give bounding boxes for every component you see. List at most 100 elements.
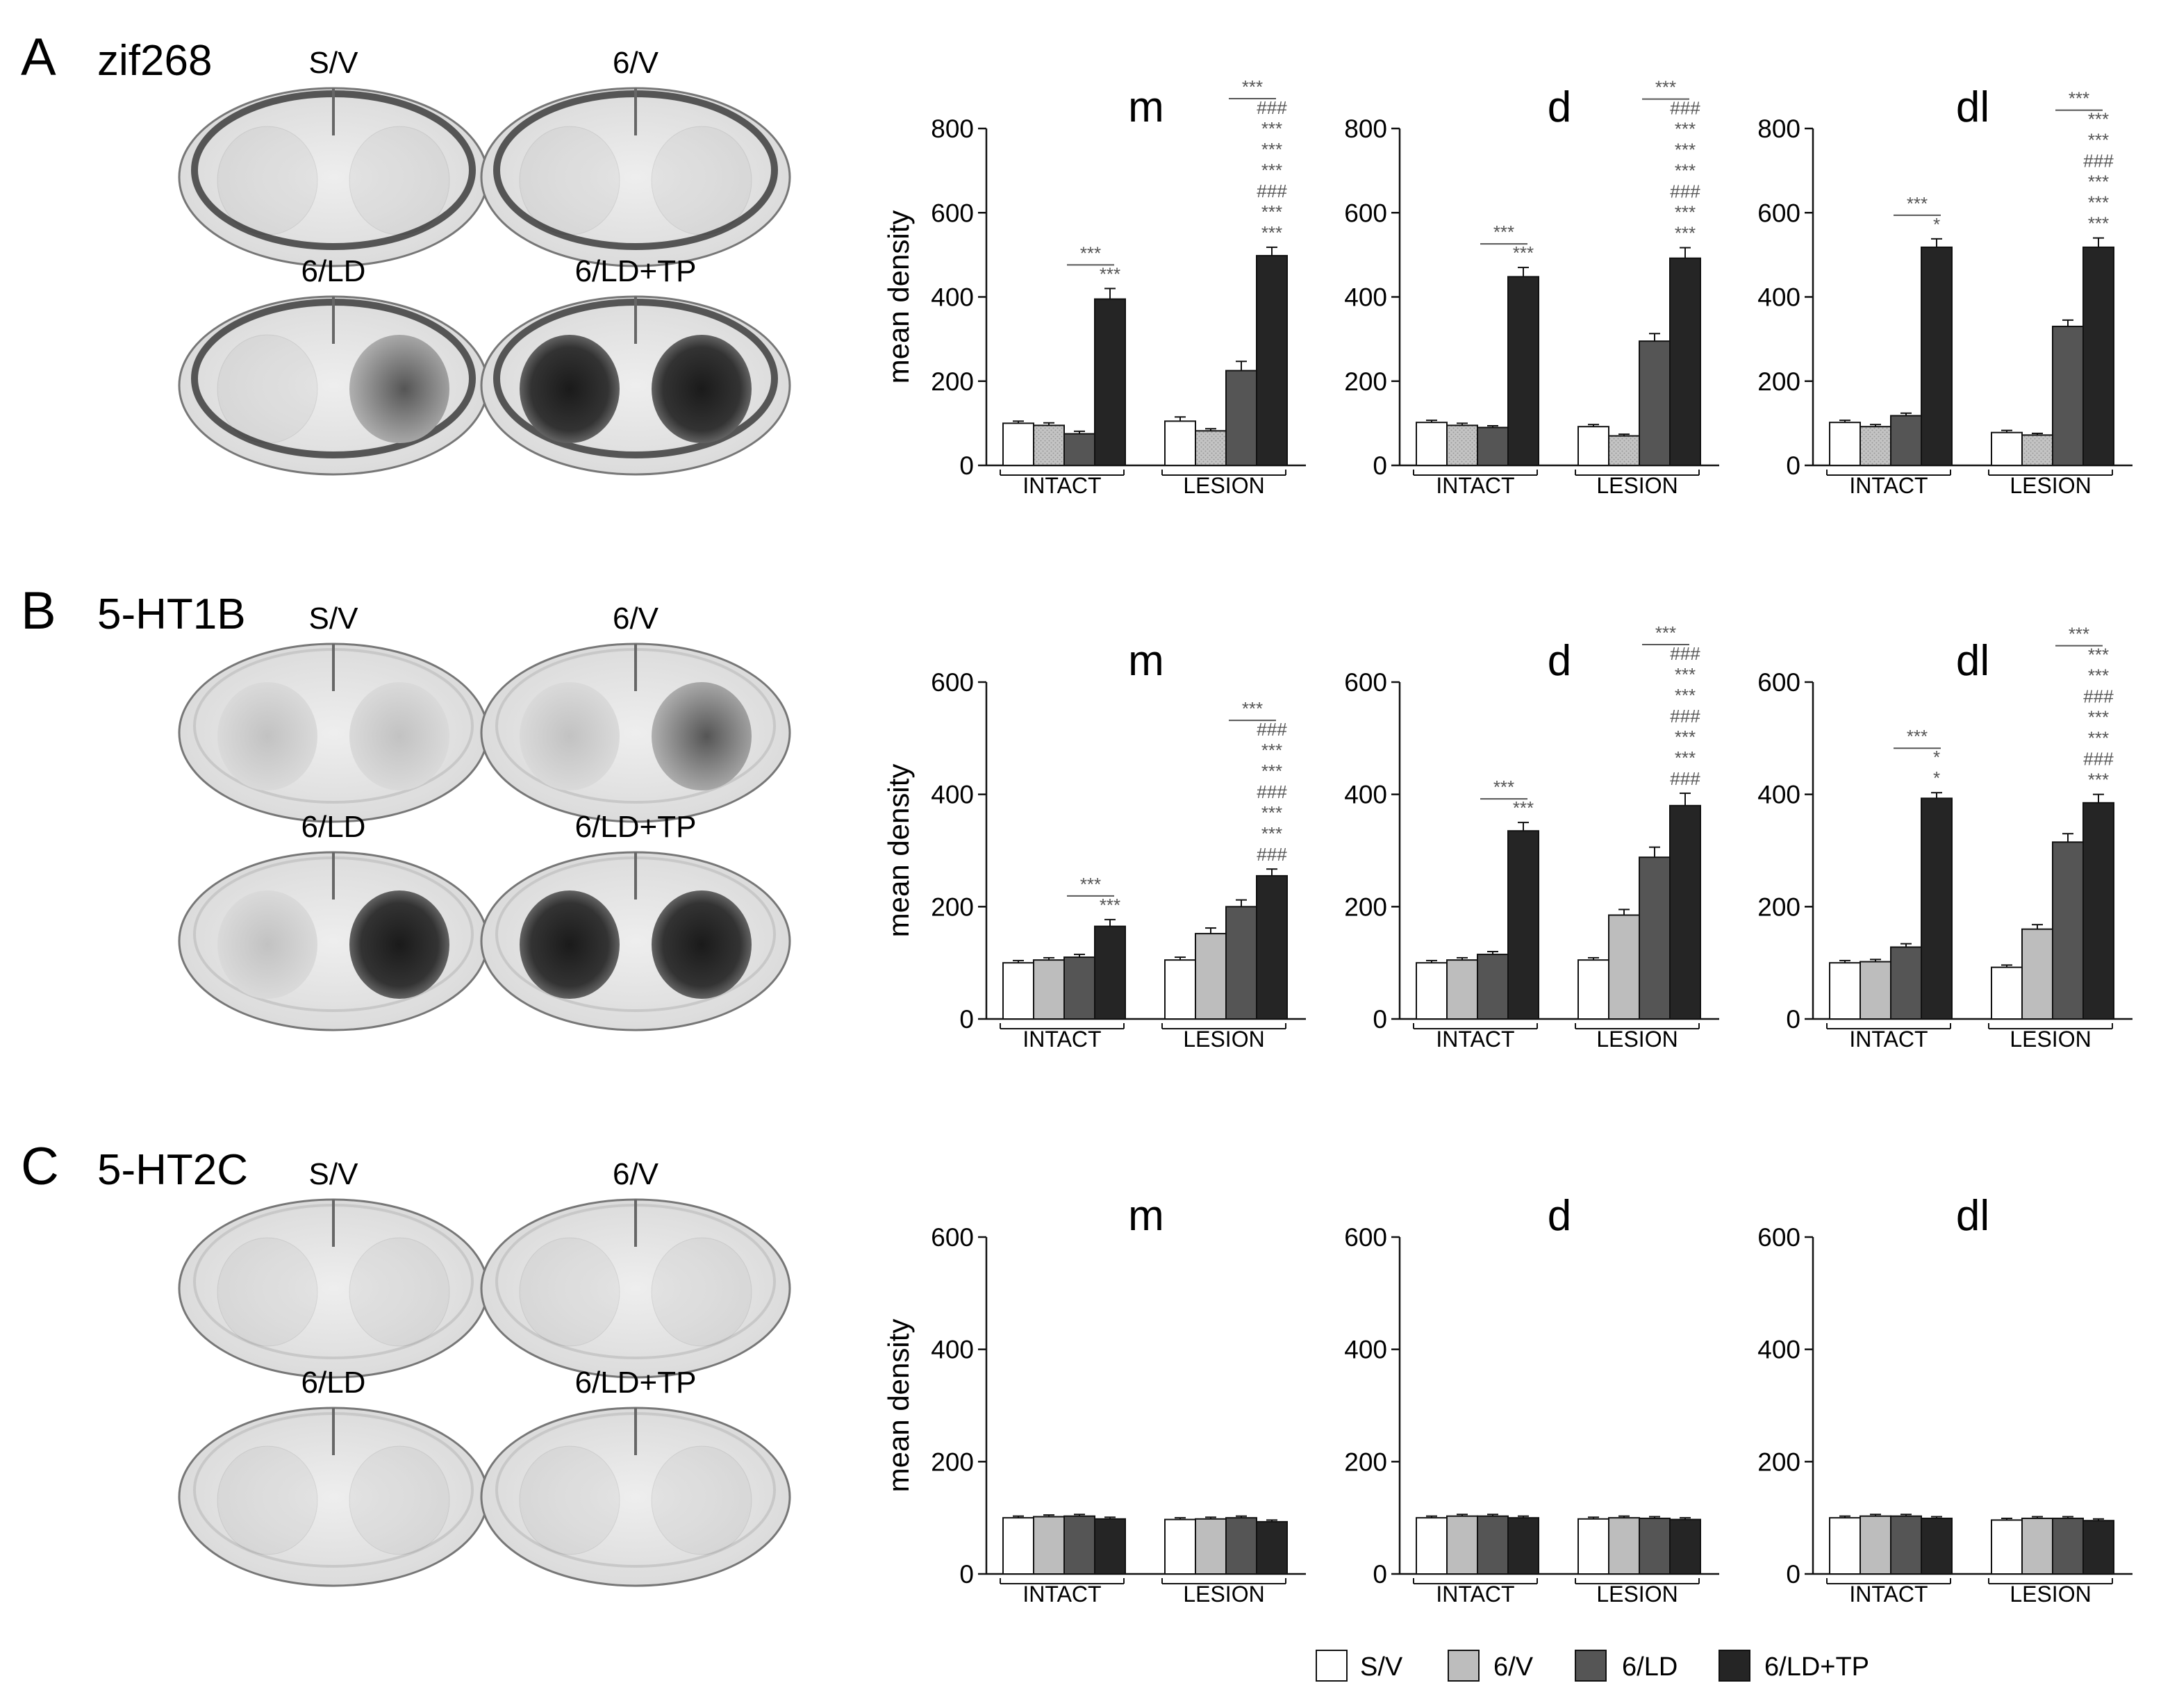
y-tick-label: 0: [1786, 1560, 1800, 1589]
bar-s-v: [1164, 959, 1196, 1020]
bar-6-ld-tp: [2082, 246, 2114, 466]
striatum: [651, 1445, 752, 1555]
bar-6-ld: [1225, 1517, 1257, 1575]
bar-s-v: [1829, 962, 1861, 1020]
y-tick-label: 400: [931, 1336, 974, 1364]
y-tick-label: 200: [1344, 367, 1387, 396]
bar-s-v: [1991, 1519, 2023, 1575]
legend-label-sv: S/V: [1360, 1652, 1403, 1682]
striatum: [652, 890, 752, 999]
brain-image-label: S/V: [309, 46, 359, 80]
chart-title: dl: [1956, 83, 1989, 131]
bar-6-v: [2021, 434, 2053, 466]
bar-6-ld: [1225, 906, 1257, 1020]
striatum: [217, 126, 318, 235]
striatum: [217, 1445, 318, 1555]
significance-marker: ***: [2088, 130, 2109, 151]
y-tick-label: 200: [931, 367, 974, 396]
chart-title: m: [1128, 83, 1164, 131]
legend-label-6ldtp: 6/LD+TP: [1764, 1652, 1869, 1682]
y-axis-label: mean density: [882, 210, 915, 384]
brain-section: 6/LD+TP: [480, 1366, 791, 1587]
brain-image-label: S/V: [309, 1157, 359, 1191]
chart-title: dl: [1956, 1192, 1989, 1240]
significance-marker: ***: [1655, 77, 1676, 98]
bar-6-ld: [1477, 1515, 1509, 1575]
bar-6-ld-tp: [2082, 802, 2114, 1020]
significance-marker: ***: [1261, 201, 1282, 222]
brain-section: 6/LD+TP: [480, 254, 791, 476]
bar-6-ld-tp: [1669, 257, 1701, 466]
significance-marker: ###: [2083, 151, 2114, 172]
chart-A-m: m mean density 0 200 400 600 800 INTACT LESION **…: [882, 76, 1306, 498]
bar-6-v: [1608, 914, 1640, 1020]
bar-6-ld-tp: [1094, 925, 1126, 1020]
category-label: LESION: [1183, 1027, 1264, 1052]
bar-6-v: [1033, 424, 1065, 466]
significance-marker: ***: [1261, 222, 1282, 243]
significance-marker: ***: [2088, 213, 2109, 234]
bar-s-v: [1416, 962, 1448, 1020]
significance-marker: ***: [2088, 109, 2109, 130]
significance-marker: ***: [1080, 874, 1101, 895]
significance-marker: ***: [1513, 797, 1534, 818]
y-tick-label: 400: [1344, 781, 1387, 809]
bar-6-ld-tp: [2082, 1520, 2114, 1575]
bar-6-ld: [1639, 856, 1671, 1020]
brain-section-images: S/V 6/V 6/LD 6/LD+TP S/V 6/V 6/LD 6/LD+TP S/V 6/V…: [178, 46, 791, 1587]
significance-marker: ###: [1257, 844, 1287, 865]
bar-s-v: [1002, 1517, 1034, 1575]
brain-image-label: 6/LD: [301, 254, 366, 288]
y-tick-label: 800: [1757, 115, 1800, 143]
y-tick-label: 0: [1786, 451, 1800, 480]
y-tick-label: 200: [931, 1448, 974, 1476]
y-tick-label: 400: [1344, 283, 1387, 312]
legend-label-6v: 6/V: [1493, 1652, 1534, 1682]
legend-label-6ld: 6/LD: [1622, 1652, 1678, 1682]
bar-6-ld: [2052, 841, 2084, 1020]
bar-6-ld: [2052, 325, 2084, 466]
y-tick-label: 0: [959, 1005, 974, 1034]
bar-6-v: [2021, 1517, 2053, 1575]
significance-marker: ***: [1261, 740, 1282, 761]
row-B-letter: B: [21, 581, 56, 640]
significance-marker: ***: [1261, 118, 1282, 139]
significance-marker: ***: [2088, 665, 2109, 686]
significance-marker: ***: [2088, 172, 2109, 192]
bar-6-ld: [1477, 426, 1509, 466]
y-tick-label: 0: [959, 451, 974, 480]
significance-marker: ***: [1675, 140, 1696, 160]
brain-section: 6/LD: [178, 1366, 489, 1587]
significance-marker: ###: [1670, 181, 1700, 202]
bar-6-ld: [1063, 1515, 1095, 1575]
category-label: LESION: [1596, 473, 1678, 498]
significance-marker: ***: [1675, 202, 1696, 223]
y-tick-label: 400: [1757, 1336, 1800, 1364]
y-tick-label: 800: [1344, 115, 1387, 143]
y-tick-label: 0: [959, 1560, 974, 1589]
y-tick-label: 200: [1344, 1448, 1387, 1476]
significance-marker: ***: [1261, 160, 1282, 181]
significance-marker: ###: [1257, 181, 1287, 201]
significance-marker: ***: [1675, 160, 1696, 181]
bar-6-v: [1446, 959, 1478, 1020]
brain-image-label: 6/LD+TP: [575, 810, 697, 844]
y-tick-label: 400: [1344, 1336, 1387, 1364]
chart-C-d: d 0 200 400 600 INTACT LESION: [1344, 1192, 1719, 1607]
brain-section: 6/V: [480, 46, 791, 267]
striatum: [520, 335, 620, 443]
brain-section: S/V: [178, 46, 489, 267]
brain-image-label: 6/LD+TP: [575, 254, 697, 288]
bar-s-v: [1829, 1517, 1861, 1575]
category-label: LESION: [2010, 1027, 2091, 1052]
bar-6-ld: [1639, 340, 1671, 466]
y-tick-label: 200: [1344, 893, 1387, 921]
category-label: INTACT: [1849, 1582, 1928, 1607]
y-tick-label: 400: [931, 781, 974, 809]
y-tick-label: 200: [1757, 1448, 1800, 1476]
y-tick-label: 0: [1373, 451, 1387, 480]
